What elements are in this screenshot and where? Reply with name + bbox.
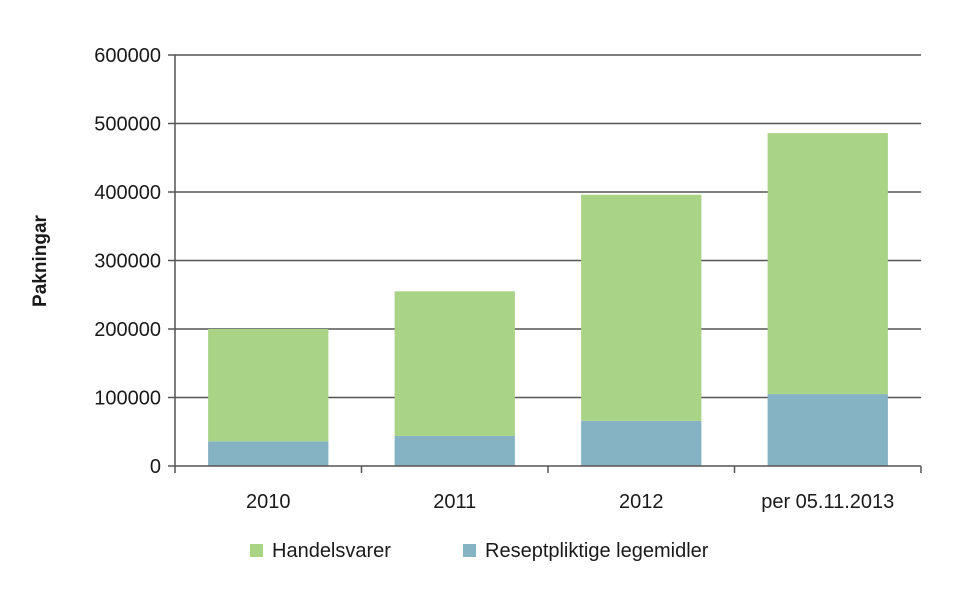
bar-segment (581, 194, 702, 421)
legend-entry-label: Handelsvarer (272, 540, 391, 562)
bar-segment (581, 420, 702, 466)
axes (168, 54, 922, 473)
y-tick-label: 100000 (94, 388, 161, 410)
bars (208, 133, 888, 466)
y-tick-label: 500000 (94, 114, 161, 136)
legend-entry-label: Reseptpliktige legemidler (485, 540, 709, 562)
x-category-labels: 2010 2011 2012 per 05.11.2013 (246, 491, 894, 513)
legend-swatch (463, 544, 476, 557)
y-tick-label: 400000 (94, 182, 161, 204)
bar-segment (767, 133, 888, 395)
y-tick-label: 300000 (94, 251, 161, 273)
x-category-label: 2011 (433, 491, 476, 513)
y-tick-label: 600000 (94, 45, 161, 67)
legend: Handelsvarer Reseptpliktige legemidler (250, 540, 709, 562)
bar-segment (767, 394, 888, 466)
x-category-label: per 05.11.2013 (761, 491, 894, 513)
x-category-label: 2010 (246, 491, 291, 513)
bar-segment (208, 441, 329, 466)
y-axis-label: Pakningar (30, 214, 51, 306)
y-tick-label: 0 (150, 456, 161, 478)
y-tick-label: 200000 (94, 319, 161, 341)
bar-segment (394, 435, 515, 466)
bar-segment (208, 329, 329, 442)
bar-segment (394, 291, 515, 436)
legend-swatch (250, 544, 263, 557)
x-category-label: 2012 (619, 491, 664, 513)
y-tick-labels: 0 100000 200000 300000 400000 500000 600000 (94, 45, 161, 478)
